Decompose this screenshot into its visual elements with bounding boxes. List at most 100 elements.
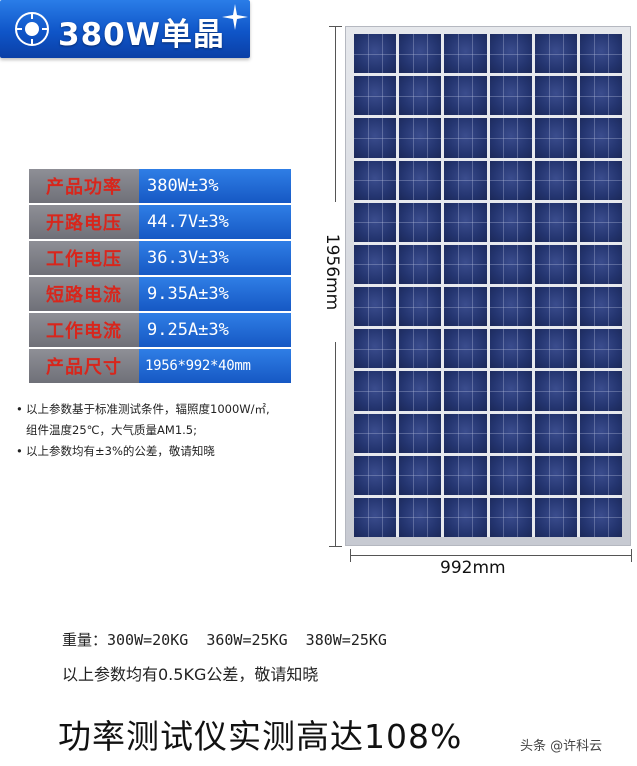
solar-cell	[399, 455, 442, 496]
dimension-tick	[631, 549, 632, 562]
solar-cell	[444, 413, 487, 453]
solar-cell	[444, 329, 487, 369]
solar-cell	[399, 118, 442, 158]
spec-value: 9.35A±3%	[139, 277, 291, 311]
solar-cell	[354, 329, 397, 369]
solar-cell	[399, 371, 442, 411]
solar-cell	[579, 455, 623, 496]
banner-title: 380W单晶	[58, 17, 225, 53]
solar-cell	[534, 371, 578, 411]
solar-cell	[444, 118, 487, 158]
solar-cell	[354, 455, 397, 496]
solar-cell	[444, 497, 487, 538]
watermark: 头条 @许科云	[520, 739, 603, 754]
sun-icon	[15, 12, 49, 46]
spec-value: 9.25A±3%	[139, 313, 291, 347]
solar-cell	[399, 244, 442, 285]
solar-cell	[534, 244, 578, 285]
spec-row-power: 产品功率 380W±3%	[29, 169, 291, 203]
spec-value: 44.7V±3%	[139, 205, 291, 239]
spec-value: 380W±3%	[139, 169, 291, 203]
solar-cell	[399, 76, 442, 116]
panel-cell-grid	[354, 34, 623, 538]
solar-cell	[579, 118, 623, 158]
solar-cell	[489, 160, 532, 200]
solar-cell	[354, 287, 397, 327]
note-line: 组件温度25℃，大气质量AM1.5;	[26, 423, 197, 437]
spec-label: 产品功率	[29, 169, 139, 203]
solar-cell	[354, 118, 397, 158]
spec-row-size: 产品尺寸 1956*992*40mm	[29, 349, 291, 383]
solar-panel-image	[345, 26, 631, 546]
solar-cell	[489, 202, 532, 243]
title-banner: 380W单晶	[0, 0, 250, 58]
width-dimension-line	[350, 555, 632, 556]
solar-cell	[579, 413, 623, 453]
dimension-tick	[329, 26, 342, 27]
solar-cell	[354, 160, 397, 200]
solar-cell	[444, 202, 487, 243]
spec-label: 产品尺寸	[29, 349, 139, 383]
solar-cell	[354, 413, 397, 453]
solar-cell	[489, 118, 532, 158]
solar-cell	[489, 287, 532, 327]
solar-cell	[354, 202, 397, 243]
solar-cell	[489, 497, 532, 538]
solar-cell	[444, 244, 487, 285]
solar-cell	[399, 287, 442, 327]
solar-cell	[489, 244, 532, 285]
solar-cell	[444, 371, 487, 411]
headline: 功率测试仪实测高达108%	[58, 717, 463, 756]
solar-cell	[534, 76, 578, 116]
spec-row-working-voltage: 工作电压 36.3V±3%	[29, 241, 291, 275]
solar-cell	[534, 455, 578, 496]
note-line: • 以上参数基于标准测试条件，辐照度1000W/㎡,	[16, 402, 270, 416]
weights-text: 重量：300W=20KG 360W=25KG 380W=25KG	[62, 631, 387, 649]
solar-cell	[444, 34, 487, 74]
solar-cell	[354, 34, 397, 74]
solar-cell	[579, 371, 623, 411]
solar-cell	[579, 160, 623, 200]
spec-label: 工作电流	[29, 313, 139, 347]
solar-cell	[534, 160, 578, 200]
solar-cell	[399, 413, 442, 453]
solar-cell	[354, 244, 397, 285]
spec-row-working-current: 工作电流 9.25A±3%	[29, 313, 291, 347]
tolerance-text: 以上参数均有0.5KG公差，敬请知晓	[62, 665, 319, 684]
spec-label: 短路电流	[29, 277, 139, 311]
solar-cell	[579, 287, 623, 327]
solar-cell	[534, 497, 578, 538]
solar-cell	[399, 329, 442, 369]
solar-cell	[534, 202, 578, 243]
solar-cell	[534, 329, 578, 369]
solar-cell	[399, 160, 442, 200]
solar-cell	[534, 118, 578, 158]
solar-cell	[354, 76, 397, 116]
solar-cell	[534, 413, 578, 453]
solar-cell	[354, 497, 397, 538]
solar-cell	[444, 160, 487, 200]
solar-cell	[399, 202, 442, 243]
solar-cell	[579, 329, 623, 369]
solar-cell	[579, 497, 623, 538]
solar-cell	[489, 34, 532, 74]
height-label: 1956mm	[322, 202, 342, 342]
solar-cell	[444, 287, 487, 327]
solar-cell	[489, 371, 532, 411]
dimension-tick	[350, 549, 351, 562]
dimension-tick	[329, 546, 342, 547]
spec-value: 36.3V±3%	[139, 241, 291, 275]
solar-cell	[579, 244, 623, 285]
solar-cell	[399, 497, 442, 538]
solar-cell	[579, 34, 623, 74]
solar-cell	[354, 371, 397, 411]
note-line: • 以上参数均有±3%的公差，敬请知晓	[16, 444, 215, 458]
spec-value: 1956*992*40mm	[139, 349, 291, 383]
solar-cell	[579, 76, 623, 116]
solar-cell	[489, 76, 532, 116]
solar-cell	[534, 34, 578, 74]
width-label: 992mm	[440, 558, 506, 578]
sparkle-icon	[222, 4, 248, 30]
spec-row-short-circuit-current: 短路电流 9.35A±3%	[29, 277, 291, 311]
solar-cell	[579, 202, 623, 243]
